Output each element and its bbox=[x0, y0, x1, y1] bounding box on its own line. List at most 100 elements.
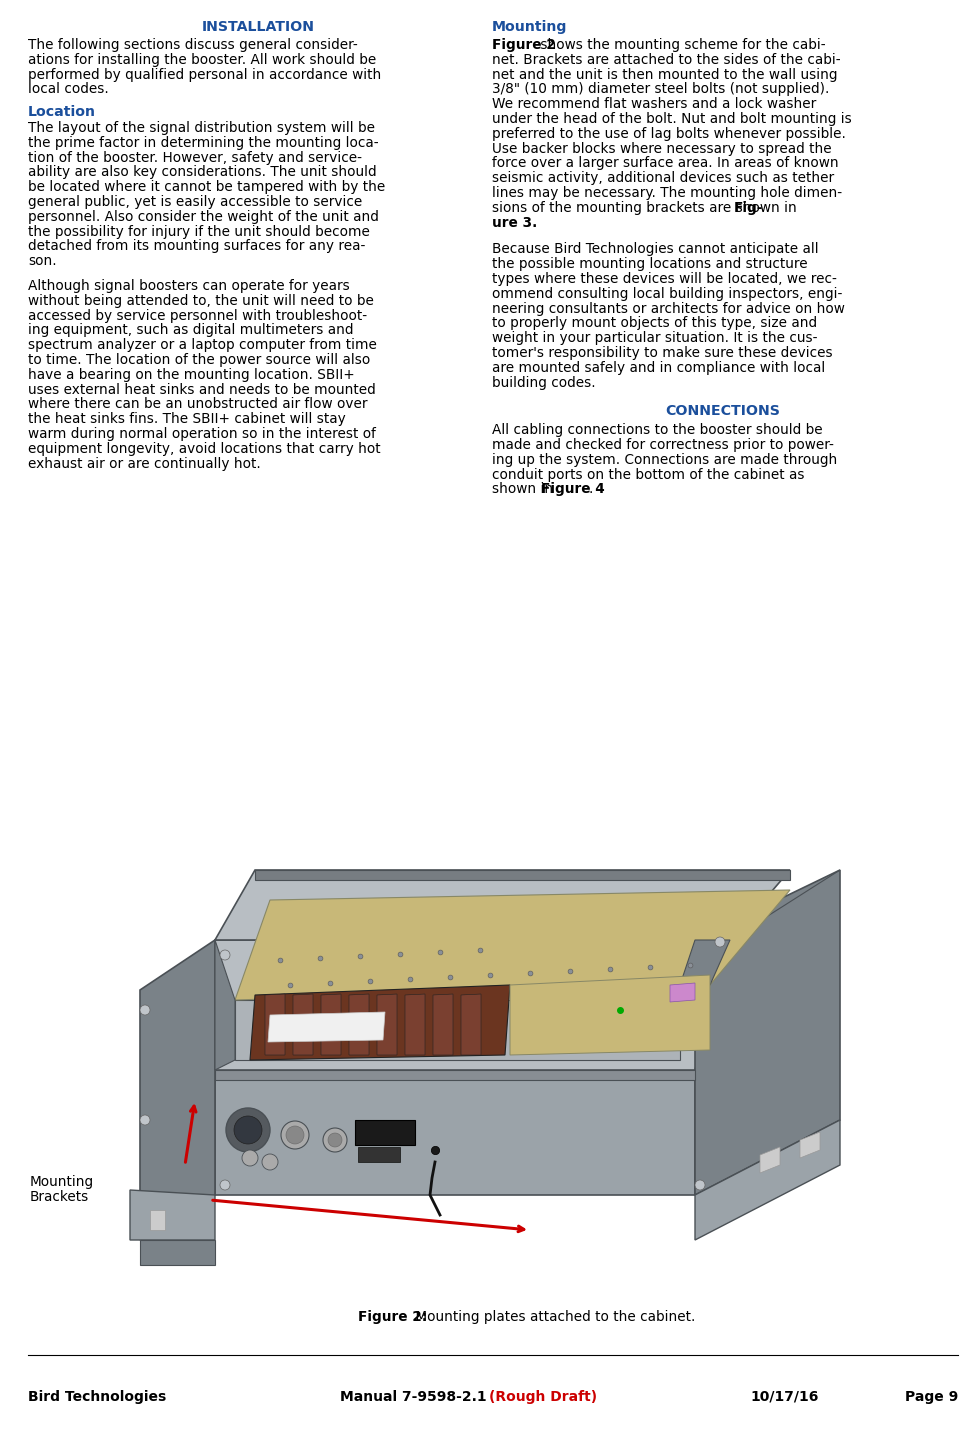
Text: are mounted safely and in compliance with local: are mounted safely and in compliance wit… bbox=[492, 361, 825, 375]
Text: lines may be necessary. The mounting hole dimen-: lines may be necessary. The mounting hol… bbox=[492, 186, 842, 200]
Text: personnel. Also consider the weight of the unit and: personnel. Also consider the weight of t… bbox=[28, 210, 379, 223]
Text: equipment longevity, avoid locations that carry hot: equipment longevity, avoid locations tha… bbox=[28, 442, 380, 456]
Circle shape bbox=[140, 1005, 150, 1015]
Polygon shape bbox=[265, 995, 285, 1055]
Text: 3/8" (10 mm) diameter steel bolts (not supplied).: 3/8" (10 mm) diameter steel bolts (not s… bbox=[492, 83, 830, 96]
Circle shape bbox=[262, 1153, 278, 1171]
Polygon shape bbox=[235, 890, 790, 1000]
Polygon shape bbox=[130, 1191, 215, 1241]
Text: uses external heat sinks and needs to be mounted: uses external heat sinks and needs to be… bbox=[28, 382, 375, 396]
Polygon shape bbox=[461, 995, 481, 1055]
Text: Mounting plates attached to the cabinet.: Mounting plates attached to the cabinet. bbox=[411, 1309, 695, 1324]
Circle shape bbox=[226, 1108, 270, 1152]
Polygon shape bbox=[695, 1120, 840, 1241]
Text: son.: son. bbox=[28, 255, 57, 268]
Text: ability are also key considerations. The unit should: ability are also key considerations. The… bbox=[28, 166, 376, 179]
Text: the prime factor in determining the mounting loca-: the prime factor in determining the moun… bbox=[28, 136, 378, 150]
Circle shape bbox=[286, 1126, 304, 1143]
Polygon shape bbox=[215, 1070, 695, 1195]
Polygon shape bbox=[321, 995, 341, 1055]
Text: CONNECTIONS: CONNECTIONS bbox=[666, 405, 780, 418]
Polygon shape bbox=[800, 1132, 820, 1158]
Text: accessed by service personnel with troubleshoot-: accessed by service personnel with troub… bbox=[28, 309, 368, 322]
Text: Use backer blocks where necessary to spread the: Use backer blocks where necessary to spr… bbox=[492, 142, 832, 156]
Text: ommend consulting local building inspectors, engi-: ommend consulting local building inspect… bbox=[492, 286, 842, 301]
Text: types where these devices will be located, we rec-: types where these devices will be locate… bbox=[492, 272, 837, 286]
Polygon shape bbox=[250, 985, 510, 1060]
Circle shape bbox=[323, 1128, 347, 1152]
Polygon shape bbox=[730, 870, 840, 940]
Text: shown in: shown in bbox=[492, 482, 558, 497]
Text: Fig-: Fig- bbox=[734, 200, 763, 215]
Text: general public, yet is easily accessible to service: general public, yet is easily accessible… bbox=[28, 195, 363, 209]
Text: The layout of the signal distribution system will be: The layout of the signal distribution sy… bbox=[28, 122, 375, 135]
Polygon shape bbox=[349, 995, 369, 1055]
Text: Figure 2:: Figure 2: bbox=[358, 1309, 427, 1324]
Text: shows the mounting scheme for the cabi-: shows the mounting scheme for the cabi- bbox=[536, 39, 826, 52]
Text: weight in your particular situation. It is the cus-: weight in your particular situation. It … bbox=[492, 331, 817, 345]
Polygon shape bbox=[140, 1241, 215, 1265]
Text: Page 9: Page 9 bbox=[905, 1390, 958, 1404]
Text: be located where it cannot be tampered with by the: be located where it cannot be tampered w… bbox=[28, 180, 385, 195]
Circle shape bbox=[281, 1120, 309, 1149]
Text: building codes.: building codes. bbox=[492, 375, 596, 389]
Polygon shape bbox=[150, 1211, 165, 1231]
Text: tomer's responsibility to make sure these devices: tomer's responsibility to make sure thes… bbox=[492, 346, 833, 361]
Text: Bird Technologies: Bird Technologies bbox=[28, 1390, 167, 1404]
Polygon shape bbox=[268, 1012, 385, 1042]
Polygon shape bbox=[358, 1148, 400, 1162]
Polygon shape bbox=[680, 940, 730, 985]
Polygon shape bbox=[670, 983, 695, 1002]
Text: Brackets: Brackets bbox=[30, 1189, 90, 1203]
Text: Figure 2: Figure 2 bbox=[492, 39, 556, 52]
Text: conduit ports on the bottom of the cabinet as: conduit ports on the bottom of the cabin… bbox=[492, 468, 804, 482]
Polygon shape bbox=[140, 940, 215, 1241]
Text: .: . bbox=[588, 482, 593, 497]
Text: net. Brackets are attached to the sides of the cabi-: net. Brackets are attached to the sides … bbox=[492, 53, 840, 67]
Polygon shape bbox=[405, 995, 425, 1055]
Text: sions of the mounting brackets are shown in: sions of the mounting brackets are shown… bbox=[492, 200, 801, 215]
Circle shape bbox=[242, 1151, 258, 1166]
Text: spectrum analyzer or a laptop computer from time: spectrum analyzer or a laptop computer f… bbox=[28, 338, 377, 352]
Circle shape bbox=[220, 1181, 230, 1191]
Text: seismic activity, additional devices such as tether: seismic activity, additional devices suc… bbox=[492, 172, 835, 185]
Polygon shape bbox=[215, 1070, 695, 1080]
Text: to time. The location of the power source will also: to time. The location of the power sourc… bbox=[28, 353, 370, 366]
Text: Figure 4: Figure 4 bbox=[541, 482, 604, 497]
Text: Location: Location bbox=[28, 106, 96, 119]
Text: detached from its mounting surfaces for any rea-: detached from its mounting surfaces for … bbox=[28, 239, 366, 253]
Text: Because Bird Technologies cannot anticipate all: Because Bird Technologies cannot anticip… bbox=[492, 242, 819, 256]
Circle shape bbox=[234, 1116, 262, 1143]
Text: Although signal boosters can operate for years: Although signal boosters can operate for… bbox=[28, 279, 350, 293]
Text: without being attended to, the unit will need to be: without being attended to, the unit will… bbox=[28, 293, 373, 308]
Polygon shape bbox=[760, 1148, 780, 1173]
Text: net and the unit is then mounted to the wall using: net and the unit is then mounted to the … bbox=[492, 67, 838, 82]
Text: to properly mount objects of this type, size and: to properly mount objects of this type, … bbox=[492, 316, 817, 331]
Circle shape bbox=[140, 1115, 150, 1125]
Polygon shape bbox=[293, 995, 313, 1055]
Text: force over a larger surface area. In areas of known: force over a larger surface area. In are… bbox=[492, 156, 838, 170]
Text: warm during normal operation so in the interest of: warm during normal operation so in the i… bbox=[28, 426, 376, 441]
Text: where there can be an unobstructed air flow over: where there can be an unobstructed air f… bbox=[28, 398, 368, 411]
Text: have a bearing on the mounting location. SBII+: have a bearing on the mounting location.… bbox=[28, 368, 355, 382]
Text: neering consultants or architects for advice on how: neering consultants or architects for ad… bbox=[492, 302, 845, 316]
Text: INSTALLATION: INSTALLATION bbox=[202, 20, 315, 34]
Polygon shape bbox=[355, 1120, 415, 1145]
Polygon shape bbox=[255, 870, 790, 880]
Polygon shape bbox=[215, 940, 730, 1070]
Polygon shape bbox=[215, 870, 790, 940]
Circle shape bbox=[695, 1181, 705, 1191]
Polygon shape bbox=[433, 995, 453, 1055]
Polygon shape bbox=[510, 975, 710, 1055]
Text: (Rough Draft): (Rough Draft) bbox=[489, 1390, 597, 1404]
Text: ations for installing the booster. All work should be: ations for installing the booster. All w… bbox=[28, 53, 376, 67]
Text: 10/17/16: 10/17/16 bbox=[750, 1390, 818, 1404]
Text: ing up the system. Connections are made through: ing up the system. Connections are made … bbox=[492, 452, 838, 467]
Text: the heat sinks fins. The SBII+ cabinet will stay: the heat sinks fins. The SBII+ cabinet w… bbox=[28, 412, 346, 426]
Text: tion of the booster. However, safety and service-: tion of the booster. However, safety and… bbox=[28, 150, 362, 165]
Text: Mounting: Mounting bbox=[30, 1175, 95, 1189]
Text: exhaust air or are continually hot.: exhaust air or are continually hot. bbox=[28, 456, 260, 471]
Polygon shape bbox=[215, 940, 235, 1070]
Text: local codes.: local codes. bbox=[28, 83, 109, 96]
Text: under the head of the bolt. Nut and bolt mounting is: under the head of the bolt. Nut and bolt… bbox=[492, 112, 852, 126]
